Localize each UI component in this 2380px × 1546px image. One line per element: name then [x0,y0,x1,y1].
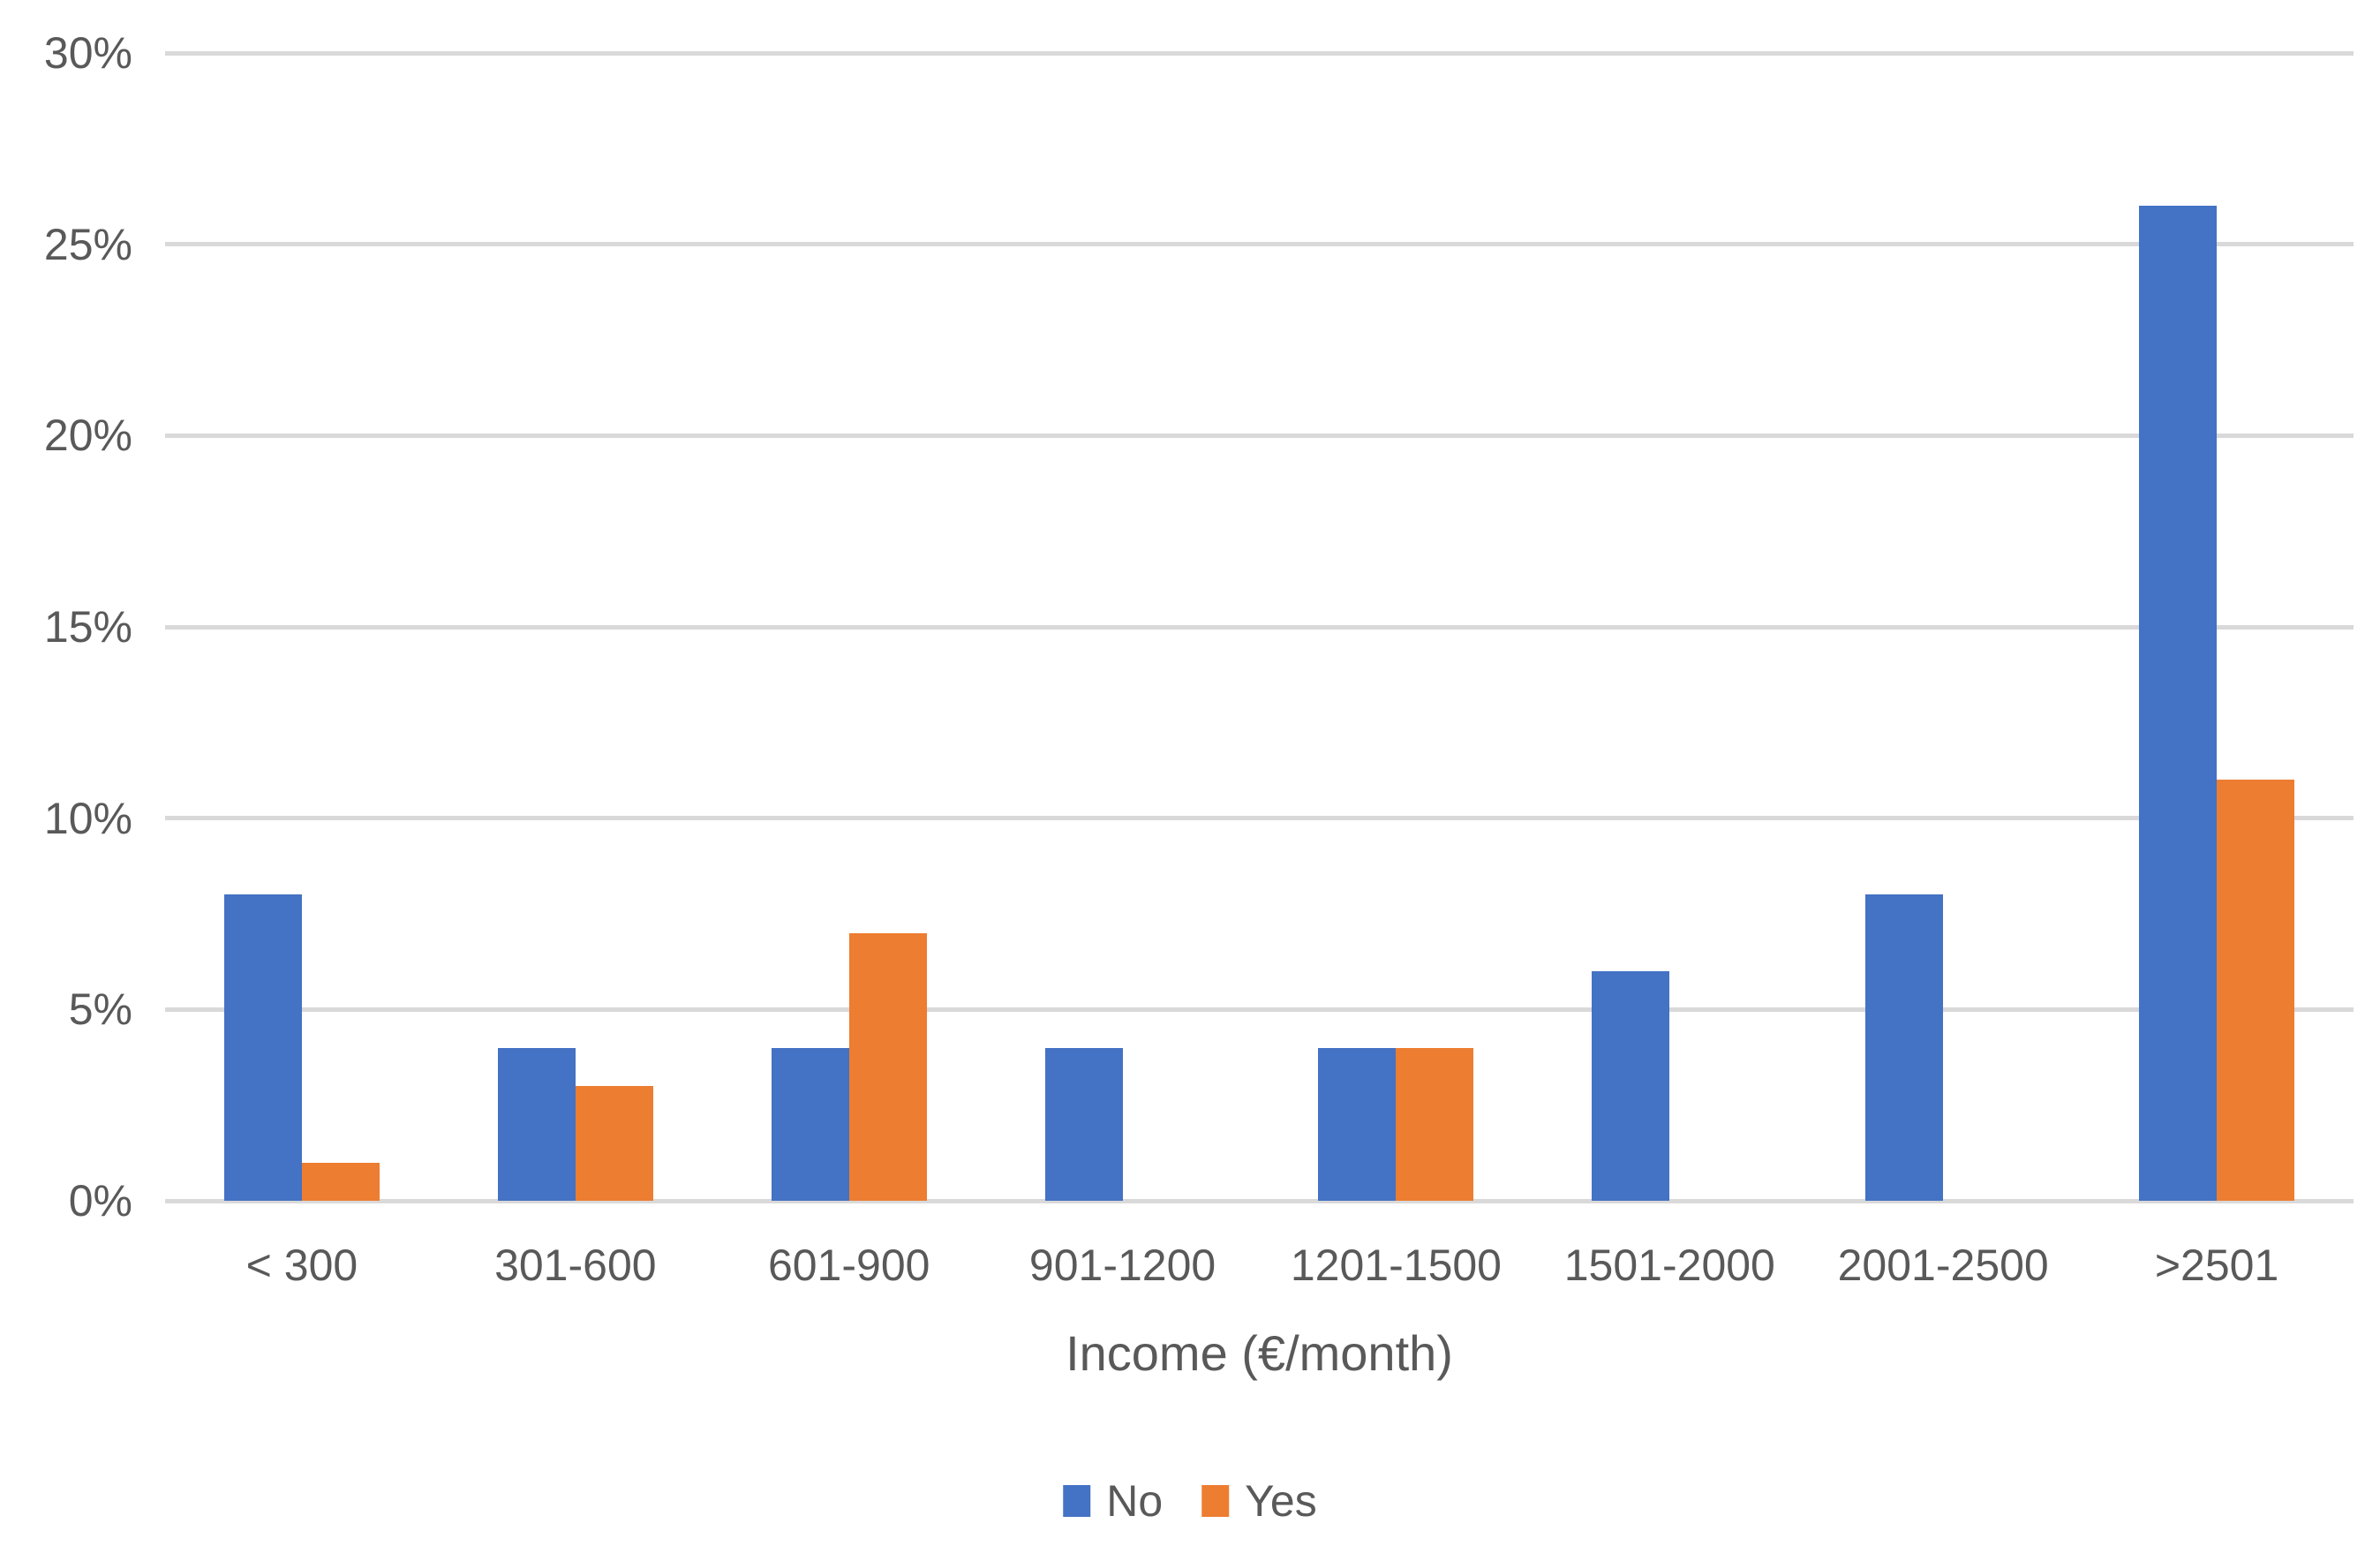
gridline-10% [165,816,2354,821]
bar-yes-301-600 [575,1086,653,1201]
legend-marker-no [1063,1485,1091,1517]
bar-no-601-900 [771,1047,849,1201]
gridline-15% [165,624,2354,630]
legend-marker-yes [1201,1485,1230,1517]
legend: No Yes [1063,1476,1317,1526]
x-tick-label: < 300 [245,1241,358,1290]
bar-no-2001-2500 [1865,894,1944,1201]
bar-no-901-1200 [1044,1047,1123,1201]
gridline-25% [165,242,2354,247]
y-tick-label: 20% [43,411,132,461]
bar-no-1501-2000 [1592,971,1670,1201]
x-tick-label: 901-1200 [1028,1241,1216,1290]
y-tick-label: 25% [43,219,132,269]
bar-yes-1201-1500 [1396,1047,1474,1201]
gridline-5% [165,1007,2354,1012]
x-tick-label: 1201-1500 [1290,1241,1502,1290]
bar-no-<300 [223,894,302,1201]
gridline-20% [165,433,2354,438]
bar-no->2501 [2139,206,2218,1201]
x-axis-title: Income (€/month) [1066,1325,1453,1381]
x-tick-label: 601-900 [767,1241,930,1290]
bar-yes->2501 [2217,780,2295,1201]
gridline-0% [165,1198,2354,1203]
y-tick-label: 5% [68,984,132,1035]
x-tick-label: 301-600 [494,1241,657,1290]
y-tick-label: 10% [43,793,132,843]
bar-yes-601-900 [848,932,927,1201]
legend-label: No [1106,1476,1164,1526]
y-tick-label: 30% [43,28,132,78]
legend-item-yes: Yes [1201,1476,1317,1526]
y-tick-label: 0% [68,1176,132,1225]
legend-item-no: No [1063,1476,1163,1526]
bar-yes-<300 [301,1162,380,1201]
x-tick-label: >2501 [2154,1241,2279,1290]
gridline-30% [165,50,2354,56]
legend-label: Yes [1245,1476,1317,1526]
y-tick-label: 15% [43,602,132,652]
x-tick-label: 2001-2500 [1837,1241,2049,1290]
bar-no-301-600 [497,1047,576,1201]
x-tick-label: 1501-2000 [1563,1241,1775,1290]
bar-no-1201-1500 [1318,1047,1397,1201]
